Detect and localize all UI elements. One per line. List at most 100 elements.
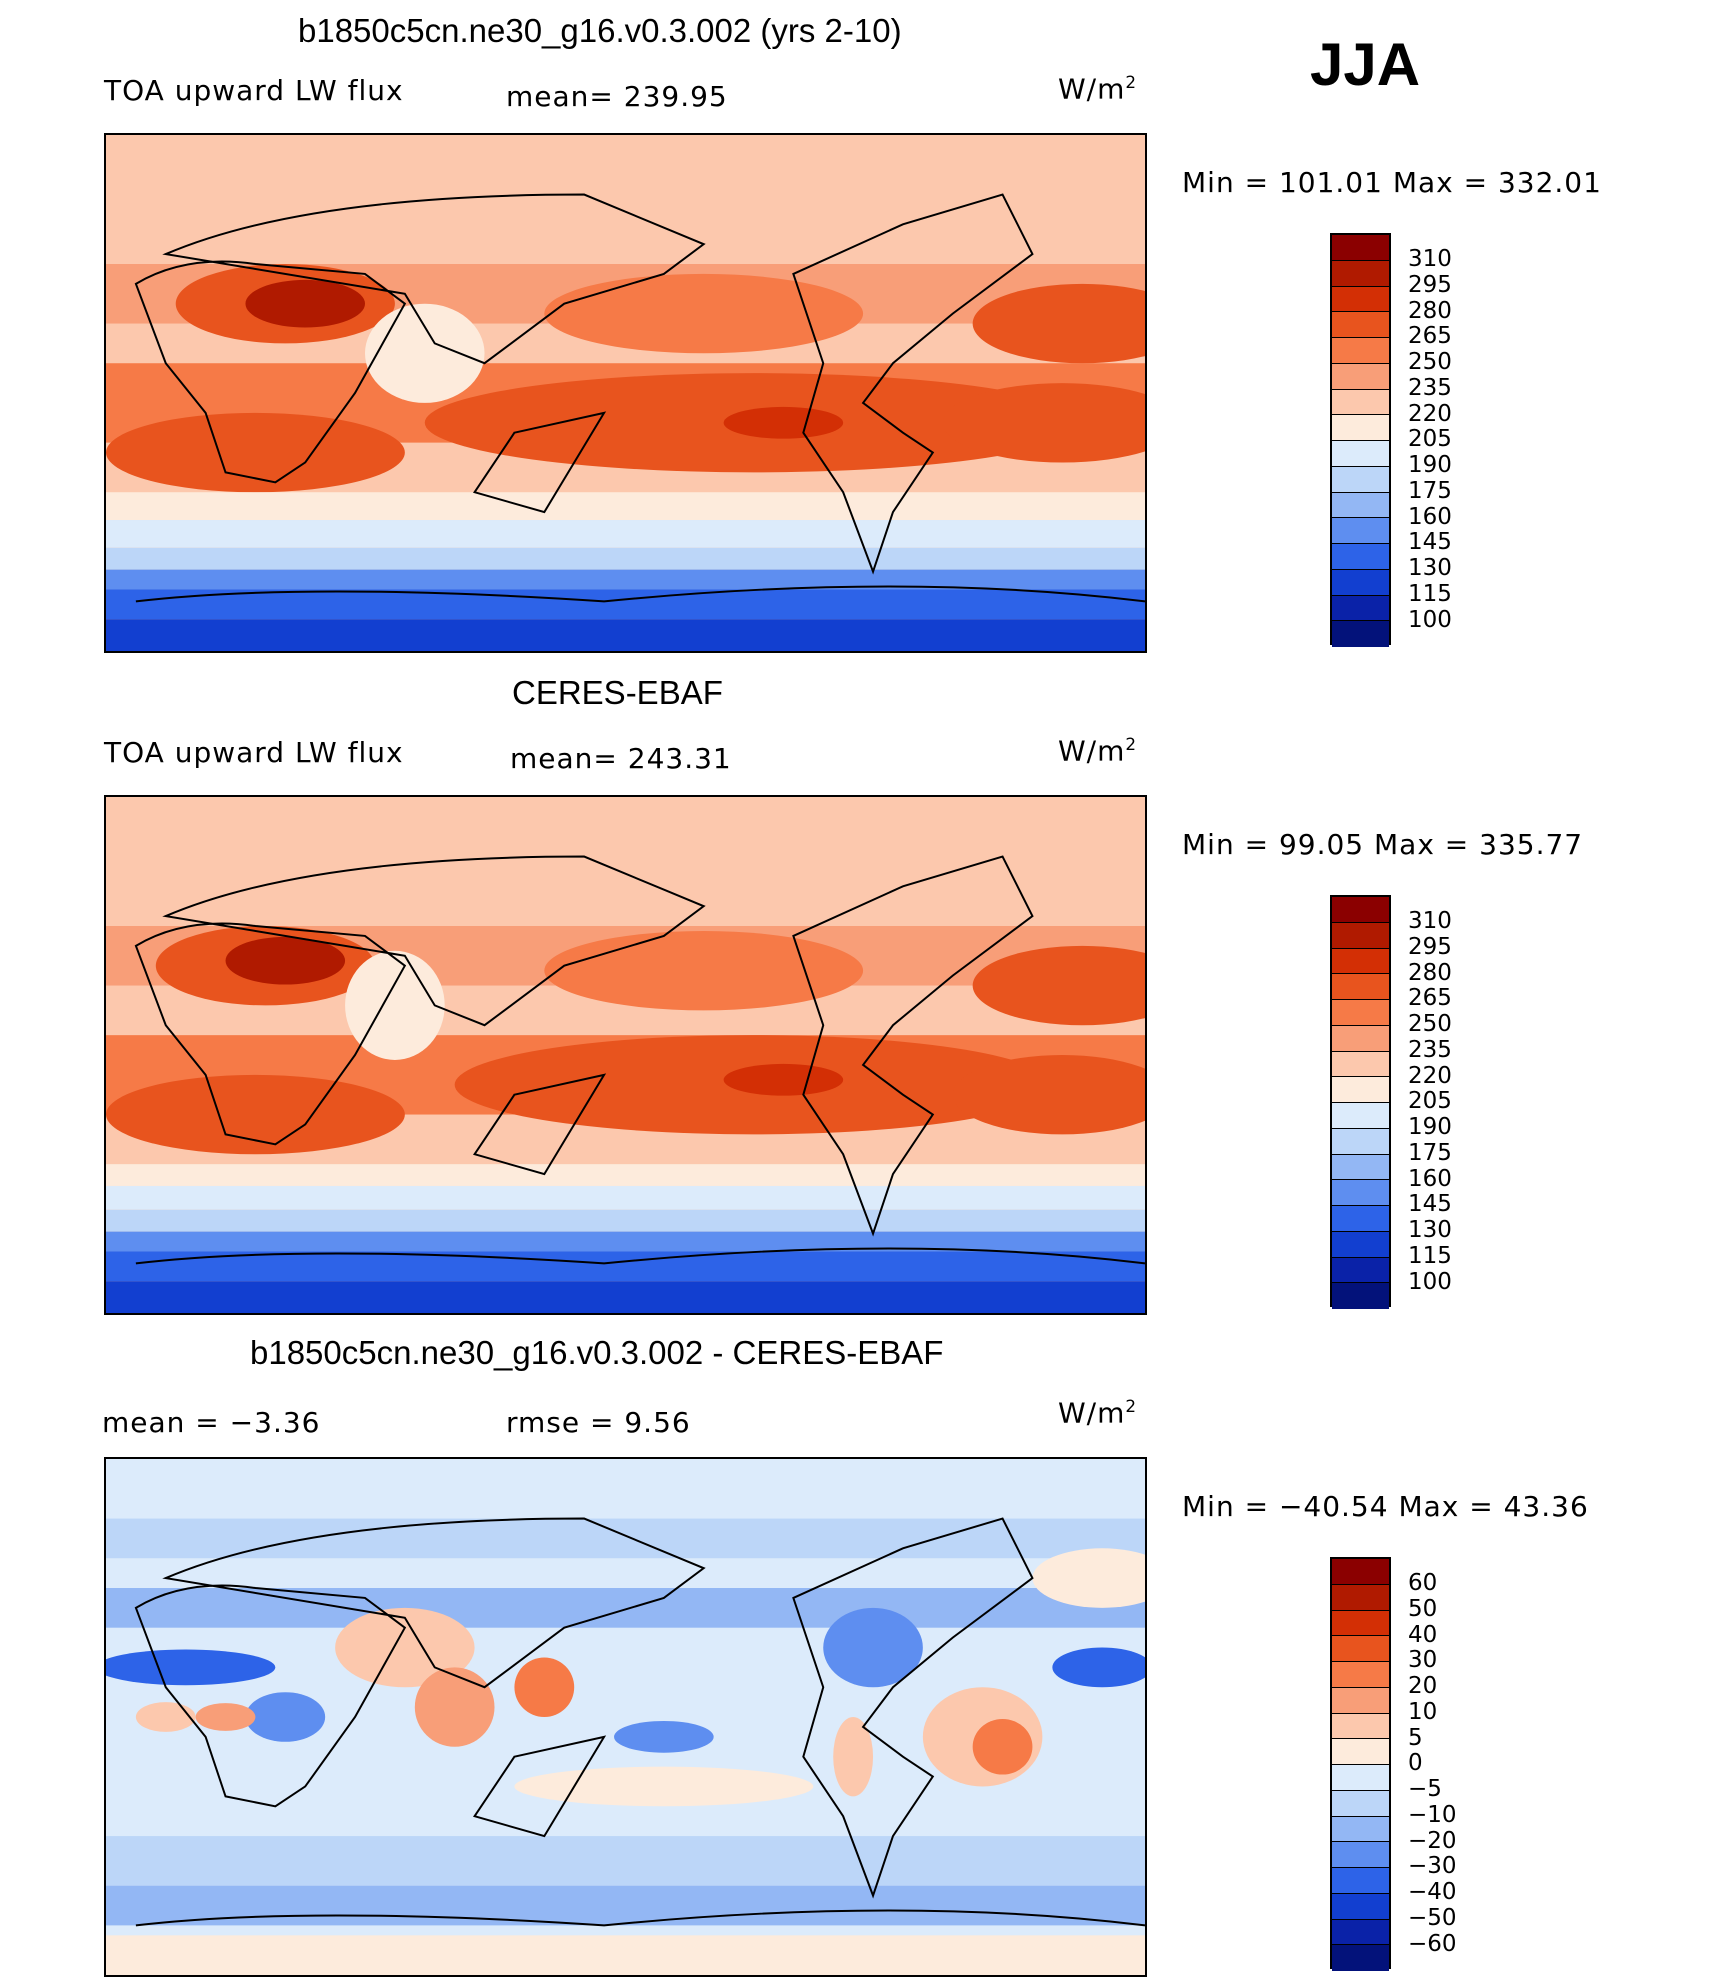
panel2-colorbar — [1330, 895, 1391, 1309]
panel2-variable-label: TOA upward LW flux — [104, 736, 404, 769]
panel1-map — [104, 133, 1147, 653]
colorbar-swatch — [1332, 1231, 1389, 1258]
panel1-mean-label: mean= 239.95 — [506, 80, 728, 113]
colorbar-swatch — [1332, 235, 1389, 261]
colorbar-swatch — [1332, 569, 1389, 596]
colorbar-swatch — [1332, 1077, 1389, 1103]
colorbar-swatch — [1332, 595, 1389, 622]
colorbar-swatch — [1332, 1636, 1389, 1662]
panel3-colorbar — [1330, 1557, 1391, 1971]
colorbar-swatch — [1332, 1180, 1389, 1206]
panel1-colorbar-tick: 280 — [1408, 298, 1452, 324]
panel2-contour-field — [106, 797, 1145, 1313]
panel1-variable-label: TOA upward LW flux — [104, 74, 404, 107]
colorbar-swatch — [1332, 1257, 1389, 1284]
panel1-title: b1850c5cn.ne30_g16.v0.3.002 (yrs 2-10) — [298, 12, 902, 49]
panel2-colorbar-tick: 295 — [1408, 934, 1452, 960]
panel2-colorbar-tick: 205 — [1408, 1088, 1452, 1114]
colorbar-swatch — [1332, 312, 1389, 338]
panel2-colorbar-tick: 235 — [1408, 1037, 1452, 1063]
colorbar-swatch — [1332, 1025, 1389, 1052]
panel1-units-label: W/m2 — [1058, 72, 1138, 106]
panel3-mean-label: mean = −3.36 — [102, 1406, 321, 1439]
panel1-colorbar-tick: 295 — [1408, 272, 1452, 298]
panel3-colorbar-tick: −60 — [1408, 1931, 1457, 1957]
panel3-colorbar-tick: 50 — [1408, 1596, 1438, 1622]
panel1-colorbar-tick: 115 — [1408, 581, 1452, 607]
panel1-colorbar-tick: 265 — [1408, 323, 1452, 349]
panel2-colorbar-tick: 310 — [1408, 908, 1452, 934]
panel1-colorbar-tick: 100 — [1408, 607, 1452, 633]
panel2-colorbar-tick: 160 — [1408, 1166, 1452, 1192]
panel2-colorbar-tick: 280 — [1408, 960, 1452, 986]
colorbar-swatch — [1332, 260, 1389, 287]
colorbar-swatch — [1332, 1610, 1389, 1637]
panel3-minmax: Min = −40.54 Max = 43.36 — [1182, 1490, 1589, 1523]
colorbar-swatch — [1332, 1765, 1389, 1791]
panel1-colorbar-tick: 250 — [1408, 349, 1452, 375]
panel3-map — [104, 1457, 1147, 1977]
panel3-colorbar-tick: −50 — [1408, 1905, 1457, 1931]
colorbar-swatch — [1332, 338, 1389, 364]
colorbar-swatch — [1332, 1206, 1389, 1232]
panel1-colorbar-tick: 220 — [1408, 401, 1452, 427]
colorbar-swatch — [1332, 621, 1389, 647]
colorbar-swatch — [1332, 389, 1389, 416]
colorbar-swatch — [1332, 1103, 1389, 1129]
panel3-colorbar-tick: −30 — [1408, 1853, 1457, 1879]
colorbar-swatch — [1332, 1739, 1389, 1765]
panel2-colorbar-tick: 145 — [1408, 1191, 1452, 1217]
panel2-units-label: W/m2 — [1058, 734, 1138, 768]
panel1-colorbar — [1330, 233, 1391, 647]
panel3-colorbar-tick: −10 — [1408, 1802, 1457, 1828]
colorbar-swatch — [1332, 518, 1389, 544]
panel1-contour-field — [106, 135, 1145, 651]
panel3-colorbar-tick: 0 — [1408, 1750, 1423, 1776]
panel2-colorbar-tick: 220 — [1408, 1063, 1452, 1089]
colorbar-swatch — [1332, 441, 1389, 467]
panel2-map — [104, 795, 1147, 1315]
panel3-contour-field — [106, 1459, 1145, 1975]
colorbar-swatch — [1332, 1713, 1389, 1740]
panel2-title: CERES-EBAF — [512, 674, 723, 711]
panel1-colorbar-tick: 205 — [1408, 426, 1452, 452]
panel3-colorbar-tick: 40 — [1408, 1622, 1438, 1648]
panel2-colorbar-tick: 115 — [1408, 1243, 1452, 1269]
panel3-title: b1850c5cn.ne30_g16.v0.3.002 - CERES-EBAF — [250, 1334, 944, 1371]
panel3-colorbar-tick: −40 — [1408, 1879, 1457, 1905]
panel2-colorbar-tick: 130 — [1408, 1217, 1452, 1243]
colorbar-swatch — [1332, 363, 1389, 390]
panel2-colorbar-tick: 175 — [1408, 1140, 1452, 1166]
panel1-colorbar-tick: 130 — [1408, 555, 1452, 581]
colorbar-swatch — [1332, 1687, 1389, 1714]
colorbar-swatch — [1332, 1868, 1389, 1894]
colorbar-swatch — [1332, 1000, 1389, 1026]
panel1-colorbar-tick: 145 — [1408, 529, 1452, 555]
panel2-colorbar-tick: 190 — [1408, 1114, 1452, 1140]
colorbar-swatch — [1332, 415, 1389, 441]
panel3-colorbar-tick: 60 — [1408, 1570, 1438, 1596]
panel3-colorbar-tick: −20 — [1408, 1828, 1457, 1854]
colorbar-swatch — [1332, 922, 1389, 949]
colorbar-swatch — [1332, 1893, 1389, 1920]
panel3-colorbar-tick: 20 — [1408, 1673, 1438, 1699]
panel2-minmax: Min = 99.05 Max = 335.77 — [1182, 828, 1584, 861]
panel2-colorbar-tick: 265 — [1408, 985, 1452, 1011]
colorbar-swatch — [1332, 492, 1389, 519]
colorbar-swatch — [1332, 1816, 1389, 1843]
panel2-colorbar-tick: 100 — [1408, 1269, 1452, 1295]
panel1-colorbar-tick: 235 — [1408, 375, 1452, 401]
colorbar-swatch — [1332, 1283, 1389, 1309]
panel1-colorbar-tick: 190 — [1408, 452, 1452, 478]
colorbar-swatch — [1332, 286, 1389, 313]
panel3-rmse-label: rmse = 9.56 — [506, 1406, 691, 1439]
colorbar-swatch — [1332, 1842, 1389, 1868]
colorbar-swatch — [1332, 1790, 1389, 1817]
colorbar-swatch — [1332, 974, 1389, 1000]
panel3-colorbar-tick: 30 — [1408, 1647, 1438, 1673]
colorbar-swatch — [1332, 897, 1389, 923]
panel1-colorbar-tick: 310 — [1408, 246, 1452, 272]
colorbar-swatch — [1332, 1584, 1389, 1611]
colorbar-swatch — [1332, 1662, 1389, 1688]
colorbar-swatch — [1332, 1154, 1389, 1181]
